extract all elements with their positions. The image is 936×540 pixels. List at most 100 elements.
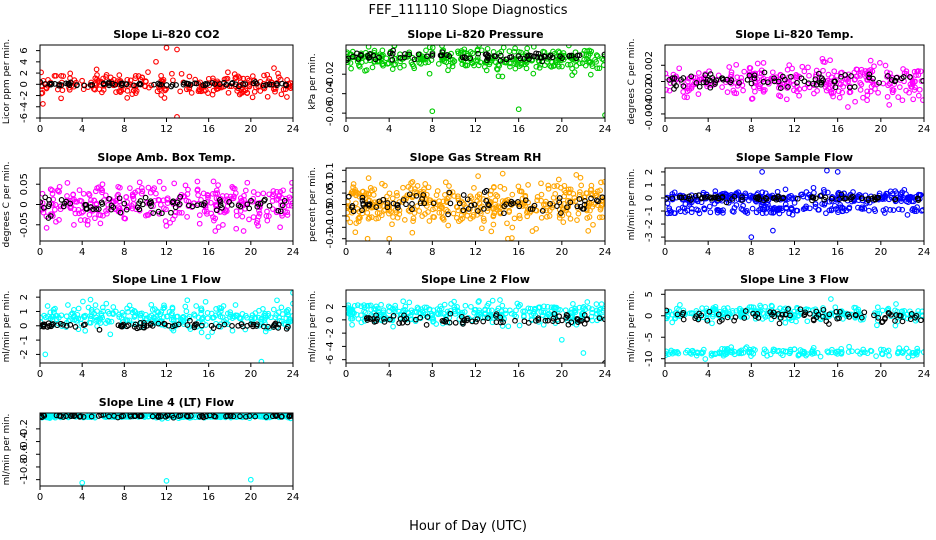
data-point <box>682 349 689 356</box>
data-point <box>596 65 603 72</box>
data-point <box>266 202 273 209</box>
data-point <box>597 205 604 211</box>
data-point <box>910 352 916 359</box>
data-point <box>360 200 367 207</box>
data-point <box>521 318 528 325</box>
data-point <box>89 309 95 315</box>
data-point <box>869 195 875 202</box>
data-point <box>349 203 356 209</box>
data-point <box>86 413 93 420</box>
data-point <box>517 302 523 308</box>
x-tick-label: 0 <box>37 492 43 503</box>
y-tick-label: 0 <box>325 201 336 207</box>
data-point <box>476 309 482 316</box>
data-point <box>567 199 574 206</box>
data-point <box>239 311 246 317</box>
data-point <box>196 220 203 227</box>
data-point <box>669 311 675 318</box>
x-tick-label: 8 <box>121 369 127 380</box>
data-point <box>143 315 150 322</box>
data-point <box>271 321 278 328</box>
data-point <box>885 73 891 79</box>
data-point <box>88 197 94 203</box>
data-point <box>194 178 201 185</box>
data-point <box>680 316 687 323</box>
data-point <box>546 213 553 219</box>
data-point <box>158 81 165 88</box>
x-tick-label: 16 <box>202 124 215 135</box>
data-point <box>763 195 770 202</box>
data-point <box>149 413 156 420</box>
data-point <box>71 413 77 420</box>
x-tick-label: 0 <box>343 247 349 258</box>
data-point <box>794 207 801 214</box>
data-point <box>585 305 592 311</box>
data-point <box>706 68 712 75</box>
data-point <box>92 86 98 93</box>
data-point <box>574 217 580 223</box>
data-point <box>777 315 784 321</box>
data-point <box>355 55 362 62</box>
data-point <box>160 314 167 320</box>
x-tick-label: 24 <box>918 124 931 135</box>
data-point <box>536 304 543 311</box>
x-tick-label: 20 <box>244 124 257 135</box>
data-point <box>381 319 388 325</box>
data-point <box>824 189 831 196</box>
data-point <box>715 311 722 318</box>
panel-title: Slope Li–820 CO2 <box>113 28 220 41</box>
data-point <box>188 90 195 96</box>
data-point <box>857 87 864 93</box>
data-point <box>266 213 272 219</box>
data-point <box>690 349 697 356</box>
data-point <box>80 414 87 420</box>
x-tick-label: 20 <box>555 124 568 135</box>
data-point <box>45 203 52 210</box>
data-point <box>346 302 352 309</box>
data-point <box>866 207 872 214</box>
x-tick-label: 20 <box>555 247 568 258</box>
data-point <box>273 312 280 318</box>
panel-title: Slope Sample Flow <box>736 151 853 164</box>
data-point <box>672 210 678 217</box>
data-point <box>701 194 708 201</box>
data-point <box>704 193 711 200</box>
data-point <box>822 194 829 201</box>
data-point <box>846 314 853 320</box>
data-point <box>97 220 104 227</box>
data-point <box>596 315 603 321</box>
data-point <box>724 305 731 311</box>
data-point <box>733 61 740 68</box>
data-point <box>458 212 465 218</box>
outlier-point <box>258 358 265 363</box>
data-point <box>129 193 136 200</box>
data-point <box>411 210 418 216</box>
data-point <box>875 314 882 321</box>
panel-frame <box>345 289 606 364</box>
data-point <box>364 209 371 216</box>
data-point <box>671 189 678 196</box>
data-point <box>780 195 786 202</box>
data-point <box>103 208 109 214</box>
data-point <box>688 83 695 90</box>
data-point <box>213 306 219 312</box>
data-point <box>369 64 376 71</box>
data-point <box>501 210 507 217</box>
data-point <box>782 311 789 318</box>
data-point <box>525 182 531 188</box>
data-point <box>508 310 515 317</box>
data-point <box>515 53 522 59</box>
data-point <box>129 91 136 97</box>
data-point <box>556 313 562 320</box>
data-point <box>775 311 782 317</box>
data-point <box>846 204 853 211</box>
data-point <box>696 210 703 217</box>
data-point <box>380 52 386 58</box>
data-point <box>181 80 188 86</box>
y-tick-label: -2 <box>644 219 655 229</box>
data-point <box>450 59 456 66</box>
x-tick-label: 16 <box>512 124 525 135</box>
data-point <box>63 413 69 419</box>
data-point <box>188 414 195 420</box>
data-point <box>673 83 679 89</box>
